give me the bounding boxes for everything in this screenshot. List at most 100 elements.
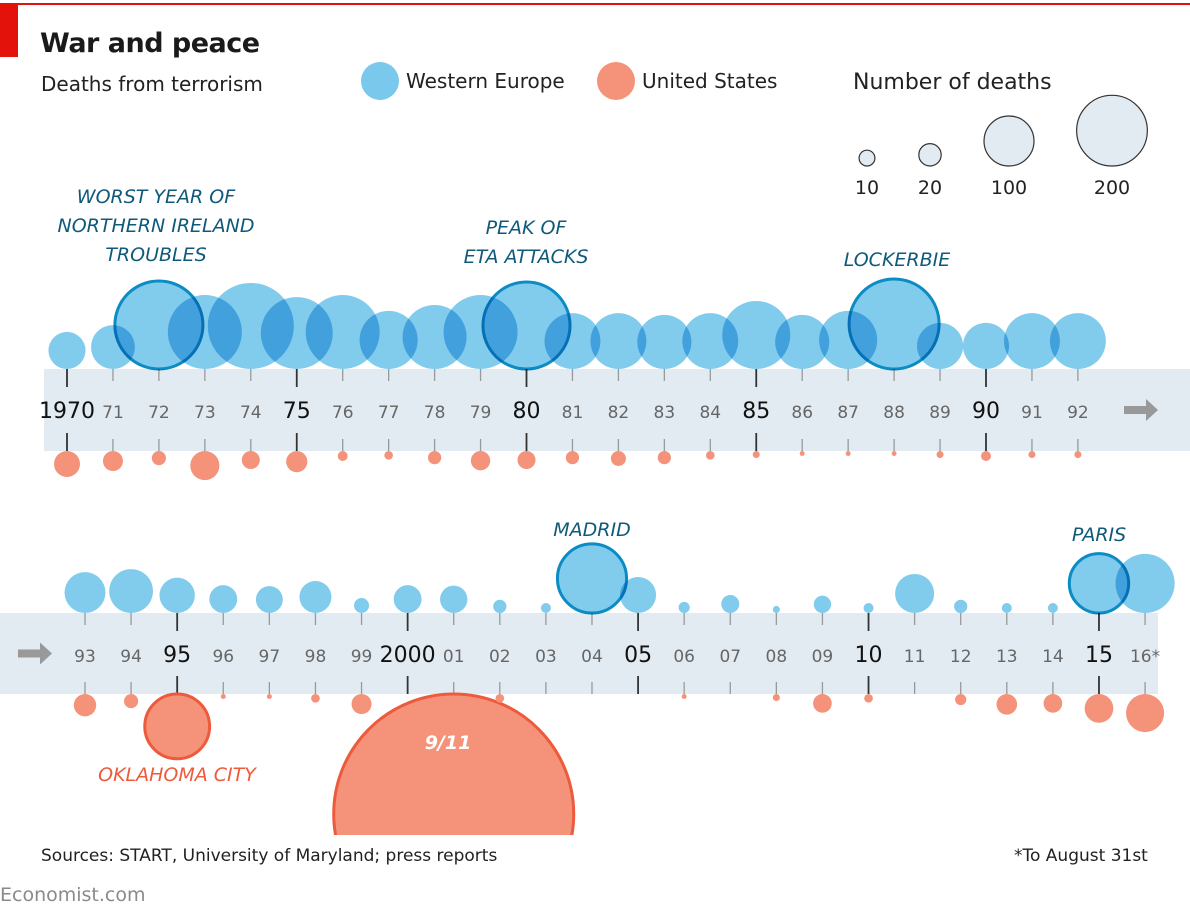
western-europe-bubble (359, 310, 418, 370)
western-europe-bubble (1001, 603, 1012, 613)
continue-arrow-icon (18, 642, 52, 665)
western-europe-bubble (1003, 313, 1060, 370)
united-states-bubble (143, 692, 212, 761)
united-states-bubble (54, 451, 80, 477)
united-states-bubble (73, 694, 97, 717)
year-tick-label: 10 (855, 643, 883, 668)
year-tick-label: 78 (424, 403, 446, 423)
western-europe-bubble (209, 585, 238, 613)
year-tick-label: 81 (562, 403, 584, 423)
western-europe-bubble (962, 322, 1010, 369)
year-tick-label: 85 (742, 399, 770, 424)
western-europe-bubble (721, 594, 740, 614)
sources-note: Sources: START, University of Maryland; … (41, 846, 498, 866)
annotation-label: ETA ATTACKS (464, 246, 589, 268)
timeline-band (44, 369, 1190, 451)
western-europe-bubble (64, 572, 106, 613)
year-tick-label: 1970 (39, 399, 95, 424)
united-states-bubble (610, 451, 626, 466)
size-key-label: 100 (991, 177, 1027, 199)
year-tick-label: 71 (102, 403, 124, 423)
top-rule (0, 3, 1190, 5)
western-europe-bubble (1047, 603, 1058, 613)
united-states-bubble (1043, 694, 1063, 713)
year-tick-label: 06 (673, 647, 695, 667)
western-europe-bubble (637, 314, 692, 369)
year-tick-label: 74 (240, 403, 262, 423)
united-states-bubble (1028, 451, 1036, 459)
year-tick-label: 94 (120, 647, 142, 667)
united-states-bubbles (54, 451, 1165, 835)
year-tick-label: 96 (212, 647, 234, 667)
united-states-bubble (891, 451, 897, 456)
united-states-bubble (337, 451, 348, 461)
year-tick-label: 97 (259, 647, 281, 667)
united-states-bubble (565, 451, 580, 465)
footnote: *To August 31st (1014, 846, 1148, 866)
western-europe-bubble (109, 569, 154, 613)
annotation-label: MADRID (553, 519, 630, 541)
year-tick-label: 05 (624, 643, 652, 668)
united-states-bubble (799, 451, 805, 456)
year-tick-label: 80 (513, 399, 541, 424)
size-key-label: 10 (855, 177, 879, 199)
united-states-bubble (311, 694, 320, 703)
year-tick-label: 07 (719, 647, 741, 667)
united-states-bubble (681, 694, 687, 699)
year-tick-label: 76 (332, 403, 354, 423)
year-tick-label: 87 (837, 403, 859, 423)
western-europe-bubble (48, 331, 86, 369)
western-europe-bubble (159, 577, 195, 613)
annotation-label: NORTHERN IRELAND (58, 215, 255, 237)
year-tick-label: 73 (194, 403, 216, 423)
year-tick-label: 2000 (380, 643, 436, 668)
continue-arrow-icon (1124, 399, 1158, 421)
western-europe-bubble (813, 595, 832, 613)
western-europe-bubble (393, 585, 422, 613)
year-tick-label: 79 (470, 403, 492, 423)
year-tick-label: 90 (972, 399, 1000, 424)
united-states-bubble (495, 694, 505, 703)
year-tick-label: 92 (1067, 403, 1089, 423)
united-states-bubble (151, 451, 166, 466)
year-tick-label: 93 (74, 647, 96, 667)
western-europe-bubbles (48, 277, 1175, 615)
western-europe-bubble (1115, 553, 1175, 613)
united-states-bubble (351, 694, 372, 714)
year-tick-label: 12 (950, 647, 972, 667)
annotation-label: LOCKERBIE (844, 249, 951, 271)
year-tick-label: 75 (283, 399, 311, 424)
western-europe-bubble (678, 601, 690, 614)
year-tick-label: 91 (1021, 403, 1043, 423)
timeline-bands (0, 369, 1190, 694)
chart-subtitle: Deaths from terrorism (41, 72, 263, 96)
size-key-circle (983, 115, 1035, 167)
annotation-label: PEAK OF (486, 217, 568, 239)
year-tick-label: 03 (535, 647, 557, 667)
united-states-bubble (427, 451, 442, 465)
year-tick-label: 11 (904, 647, 926, 667)
united-states-bubble (752, 451, 760, 459)
year-tick-label: 77 (378, 403, 400, 423)
year-tick-label: 16* (1130, 647, 1160, 667)
year-tick-label: 88 (883, 403, 905, 423)
size-key-circle (1076, 94, 1148, 167)
western-europe-bubble (917, 322, 964, 369)
size-legend-title: Number of deaths (853, 70, 1052, 95)
year-tick-label: 09 (812, 647, 834, 667)
western-europe-bubble (775, 314, 830, 369)
united-states-bubble (981, 451, 991, 461)
western-europe-bubble (895, 573, 935, 613)
year-tick-label: 86 (791, 403, 813, 423)
united-states-bubble (220, 694, 226, 699)
united-states-bubble (1126, 694, 1165, 733)
united-states-bubble (864, 694, 873, 703)
year-tick-label: 72 (148, 403, 170, 423)
annotation-label: OKLAHOMA CITY (98, 764, 257, 786)
western-europe-bubble (540, 603, 551, 613)
western-europe-bubble (305, 295, 380, 369)
size-key-label: 200 (1094, 177, 1130, 199)
year-tick-label: 95 (163, 643, 191, 668)
united-states-bubble (517, 451, 536, 470)
